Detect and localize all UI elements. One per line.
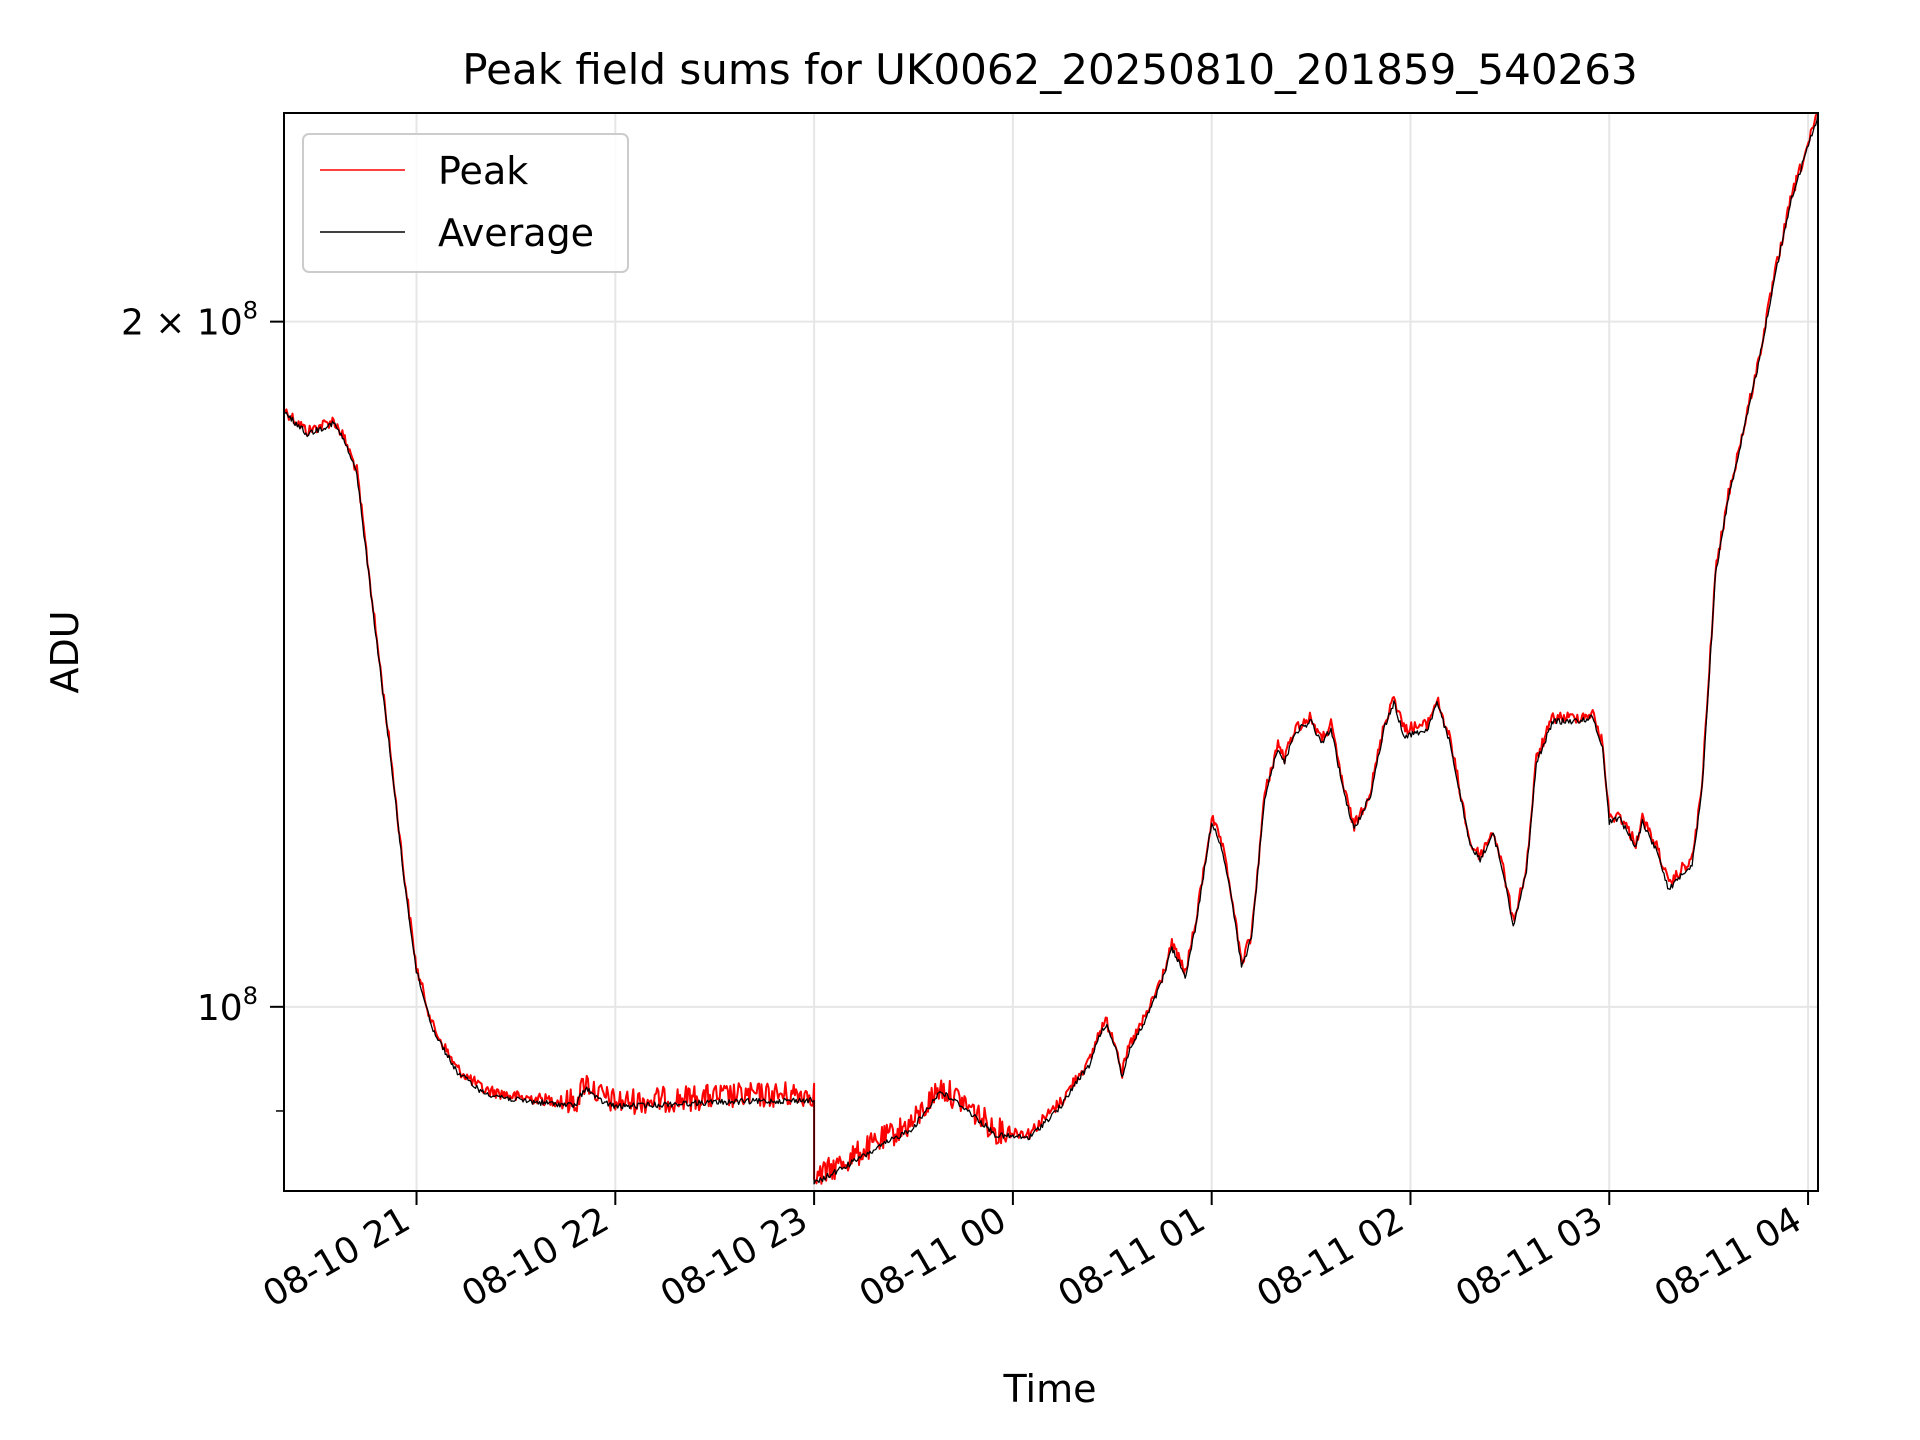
plot-frame <box>283 112 1819 1192</box>
series-line-average <box>284 113 1818 1185</box>
series-line-peak <box>284 113 1818 1185</box>
y-tick-label: 2 × 108 <box>121 297 258 344</box>
x-axis-label: Time <box>1003 1367 1097 1411</box>
y-tick-label-exponent: 8 <box>243 982 258 1010</box>
y-tick-label-base: 2 × 10 <box>121 303 243 344</box>
series-layer <box>284 113 1818 1185</box>
legend: Peak Average <box>302 133 629 273</box>
grid <box>284 113 1818 1191</box>
y-axis-label: ADU <box>43 610 87 693</box>
legend-box <box>302 133 629 273</box>
y-tick-label: 108 <box>197 982 258 1029</box>
chart-title: Peak field sums for UK0062_20250810_2018… <box>462 45 1637 94</box>
legend-label-average: Average <box>438 211 594 255</box>
y-tick-label-exponent: 8 <box>243 297 258 325</box>
y-tick-label-base: 10 <box>197 988 243 1029</box>
legend-label-peak: Peak <box>438 149 528 193</box>
